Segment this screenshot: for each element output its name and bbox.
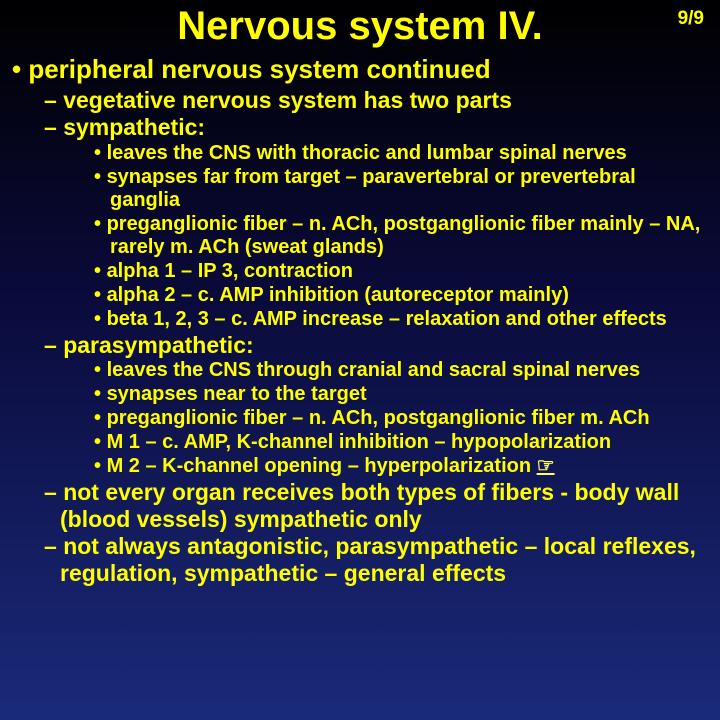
bullet-l3-para-with-link: M 2 – K-channel opening – hyperpolarizat… (12, 455, 708, 478)
bullet-l3-sym: preganglionic fiber – n. ACh, postgangli… (12, 213, 708, 259)
bullet-l3-para: preganglionic fiber – n. ACh, postgangli… (12, 407, 708, 430)
bullet-l3-para: M 1 – c. AMP, K-channel inhibition – hyp… (12, 431, 708, 454)
bullet-l2-parasympathetic: parasympathetic: (12, 332, 708, 358)
bullet-l3-sym: beta 1, 2, 3 – c. AMP increase – relaxat… (12, 308, 708, 331)
bullet-l2-intro: vegetative nervous system has two parts (12, 87, 708, 113)
slide-title: Nervous system IV. (0, 0, 720, 55)
bullet-l3-para: leaves the CNS through cranial and sacra… (12, 359, 708, 382)
bullet-l3-sym: leaves the CNS with thoracic and lumbar … (12, 142, 708, 165)
bullet-l2-sympathetic: sympathetic: (12, 114, 708, 140)
bullet-l3-sym: alpha 2 – c. AMP inhibition (autorecepto… (12, 284, 708, 307)
bullet-l2-note: not every organ receives both types of f… (12, 479, 708, 532)
pointer-link-icon[interactable]: ☞ (537, 455, 555, 477)
bullet-l2-note: not always antagonistic, parasympathetic… (12, 533, 708, 586)
bullet-l3-sym: synapses far from target – paravertebral… (12, 166, 708, 212)
heading-l1: peripheral nervous system continued (12, 55, 708, 85)
bullet-l3-sym: alpha 1 – IP 3, contraction (12, 260, 708, 283)
slide-content: peripheral nervous system continued vege… (0, 55, 720, 586)
page-number: 9/9 (678, 8, 704, 30)
bullet-l3-para: synapses near to the target (12, 383, 708, 406)
bullet-text: M 2 – K-channel opening – hyperpolarizat… (107, 455, 537, 477)
